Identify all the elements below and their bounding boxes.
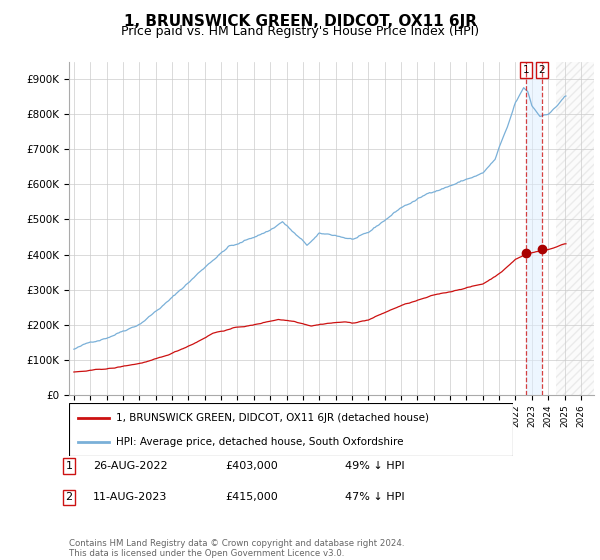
Text: 11-AUG-2023: 11-AUG-2023: [93, 492, 167, 502]
Text: 26-AUG-2022: 26-AUG-2022: [93, 461, 167, 471]
Text: 49% ↓ HPI: 49% ↓ HPI: [345, 461, 404, 471]
Text: Contains HM Land Registry data © Crown copyright and database right 2024.
This d: Contains HM Land Registry data © Crown c…: [69, 539, 404, 558]
Text: 1, BRUNSWICK GREEN, DIDCOT, OX11 6JR (detached house): 1, BRUNSWICK GREEN, DIDCOT, OX11 6JR (de…: [116, 413, 428, 423]
Text: 2: 2: [539, 65, 545, 75]
Text: 1: 1: [523, 65, 529, 75]
Text: 1: 1: [65, 461, 73, 471]
Text: £415,000: £415,000: [225, 492, 278, 502]
Bar: [556, 62, 594, 395]
Text: Price paid vs. HM Land Registry's House Price Index (HPI): Price paid vs. HM Land Registry's House …: [121, 25, 479, 38]
Text: HPI: Average price, detached house, South Oxfordshire: HPI: Average price, detached house, Sout…: [116, 437, 403, 447]
Text: 1, BRUNSWICK GREEN, DIDCOT, OX11 6JR: 1, BRUNSWICK GREEN, DIDCOT, OX11 6JR: [124, 14, 476, 29]
Text: 2: 2: [65, 492, 73, 502]
Text: 47% ↓ HPI: 47% ↓ HPI: [345, 492, 404, 502]
Text: £403,000: £403,000: [225, 461, 278, 471]
Bar: [526, 62, 542, 395]
